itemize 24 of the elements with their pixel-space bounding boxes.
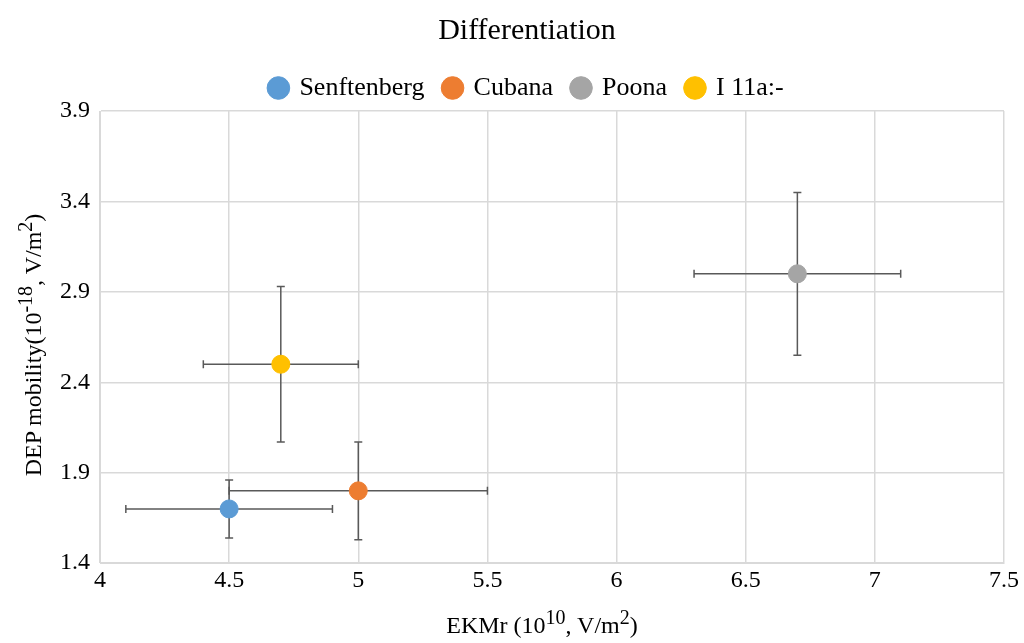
- x-tick-label: 5: [352, 565, 365, 592]
- y-tick-label: 3.9: [60, 96, 90, 123]
- y-tick-label: 2.9: [60, 277, 90, 304]
- chart-title: Differentiation: [438, 11, 616, 45]
- x-tick-label: 4.5: [214, 565, 245, 592]
- legend-label: Senftenberg: [299, 71, 425, 101]
- point: [219, 499, 239, 519]
- point: [271, 354, 291, 374]
- legend-label: I 11a:-: [715, 71, 784, 101]
- y-tick-label: 1.9: [60, 458, 90, 485]
- y-tick-label: 3.4: [60, 186, 90, 213]
- x-axis-title: EKMr (10$^{10}$, V/m$^{2}$): [445, 606, 639, 639]
- x-tick-label: 7: [868, 565, 881, 592]
- x-tick-label: 6: [610, 565, 623, 592]
- legend-label: Cubana: [473, 71, 554, 101]
- point: [787, 264, 807, 284]
- point: [348, 481, 368, 501]
- legend-label: Poona: [601, 71, 668, 101]
- x-tick-label: 7.5: [989, 565, 1019, 592]
- x-tick-label: 4: [94, 565, 106, 592]
- x-tick-label: 6.5: [730, 565, 761, 592]
- y-tick-label: 1.4: [60, 548, 90, 575]
- x-tick-label: 5.5: [472, 565, 503, 592]
- y-tick-label: 2.4: [60, 367, 90, 394]
